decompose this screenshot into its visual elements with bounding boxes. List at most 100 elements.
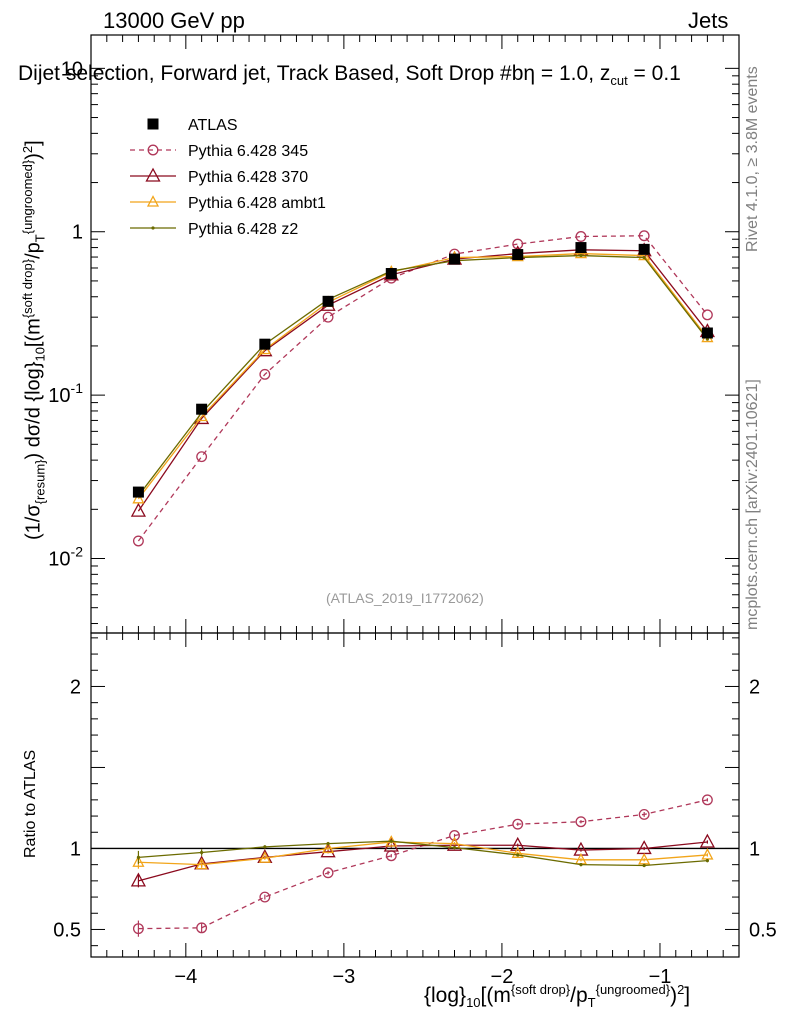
legend-marker-atlas bbox=[147, 118, 159, 130]
legend-label: Pythia 6.428 ambt1 bbox=[188, 195, 326, 212]
ratio-point-ambt1 bbox=[195, 857, 208, 870]
point-p345 bbox=[259, 368, 271, 380]
ratio-point-p345 bbox=[575, 816, 587, 828]
x-tick-label: −4 bbox=[174, 966, 197, 988]
y-tick-label: 10-1 bbox=[48, 380, 83, 407]
plot-title-tail: = 0.1 bbox=[627, 62, 681, 85]
atlas-point bbox=[259, 338, 271, 350]
ratio-point-z2 bbox=[136, 855, 141, 859]
ratio-point-z2 bbox=[263, 845, 267, 849]
ratio-point-p345 bbox=[322, 867, 334, 879]
ratio-line-z2 bbox=[138, 840, 708, 867]
ratio-line-p370 bbox=[138, 841, 708, 882]
ratio-line-ambt1 bbox=[138, 841, 708, 866]
ratio-panel: −4 −3 −2 −1 0.5 0.5 1 1 2 2 bbox=[53, 632, 777, 988]
plot-title-main: Dijet selection, Forward jet, Track Base… bbox=[18, 62, 524, 85]
x-tick-label: −1 bbox=[649, 966, 672, 988]
series-line-p345 bbox=[137, 235, 708, 542]
ratio-point-p345 bbox=[701, 794, 713, 806]
ratio-point-ambt1 bbox=[511, 846, 524, 858]
point-z2 bbox=[642, 255, 646, 260]
ratio-point-ambt1 bbox=[701, 848, 714, 860]
ratio-point-z2 bbox=[579, 863, 583, 867]
plot-title: Dijet selection, Forward jet, Track Base… bbox=[18, 62, 681, 88]
point-p345 bbox=[132, 535, 144, 547]
legend: ATLAS Pythia 6.428 345 Pythia 6.428 370 Pyt… bbox=[130, 117, 326, 238]
ratio-point-p370 bbox=[320, 843, 336, 858]
ratio-y-tick-label-right: 0.5 bbox=[749, 919, 777, 941]
y-tick-label: 10 bbox=[61, 58, 83, 80]
ratio-y-tick-label-right: 2 bbox=[749, 676, 760, 698]
ratio-point-p345 bbox=[449, 830, 460, 841]
series-line-z2 bbox=[137, 254, 708, 497]
y-tick-label: 1 bbox=[72, 222, 83, 244]
ratio-point-z2 bbox=[326, 842, 330, 846]
ratio-line-p345 bbox=[138, 799, 708, 930]
point-p345 bbox=[196, 451, 208, 463]
series-line-p370 bbox=[137, 249, 708, 512]
ratio-point-p370 bbox=[699, 833, 715, 848]
point-p345 bbox=[575, 231, 587, 242]
point-p345 bbox=[701, 309, 713, 321]
ratio-point-z2 bbox=[642, 863, 646, 868]
ratio-y-tick-label: 0.5 bbox=[53, 919, 81, 941]
x-tick-label: −3 bbox=[332, 966, 355, 988]
process-label: Jets bbox=[688, 8, 729, 33]
ratio-point-p345 bbox=[196, 922, 208, 934]
ratio-point-p345 bbox=[512, 818, 524, 830]
atlas-point bbox=[449, 253, 461, 265]
point-ambt1 bbox=[132, 491, 145, 504]
mcplots-label: mcplots.cern.ch [arXiv:2401.10621] bbox=[744, 379, 761, 630]
legend-marker-ambt1 bbox=[146, 195, 160, 207]
y-axis-label: (1/σ{resum}) dσ/d {log}10[(m{soft drop}/… bbox=[20, 140, 48, 540]
atlas-point bbox=[575, 242, 587, 254]
atlas-point bbox=[512, 249, 524, 261]
ratio-y-tick-label-right: 1 bbox=[749, 838, 760, 860]
legend-label: ATLAS bbox=[188, 117, 238, 134]
x-axis-label: {log}10[(m{soft drop}/pT{ungroomed})2] bbox=[424, 982, 691, 1011]
ratio-point-ambt1 bbox=[638, 852, 651, 865]
legend-label: Pythia 6.428 345 bbox=[188, 143, 308, 160]
atlas-point bbox=[638, 243, 650, 255]
main-panel: 10-2 10-1 1 10 bbox=[48, 34, 740, 634]
ratio-y-axis-label: Ratio to ATLAS bbox=[22, 749, 39, 858]
plot-title-eta: η = 1.0, z bbox=[523, 62, 611, 85]
ratio-point-p370 bbox=[130, 872, 147, 887]
ratio-point-z2 bbox=[452, 846, 457, 850]
point-p370 bbox=[130, 502, 147, 517]
atlas-point bbox=[701, 327, 713, 339]
ratio-point-z2 bbox=[516, 853, 520, 857]
legend-marker-z2 bbox=[151, 226, 155, 230]
ratio-point-p370 bbox=[383, 837, 399, 852]
legend-marker-p345 bbox=[147, 144, 159, 156]
legend-label: Pythia 6.428 z2 bbox=[188, 221, 298, 238]
ratio-y-tick-label: 1 bbox=[70, 838, 81, 860]
atlas-point bbox=[132, 486, 144, 498]
legend-label: Pythia 6.428 370 bbox=[188, 169, 308, 186]
ratio-point-z2 bbox=[705, 859, 709, 863]
collision-label: 13000 GeV pp bbox=[103, 8, 245, 33]
ratio-frame bbox=[90, 632, 740, 958]
atlas-point bbox=[196, 403, 208, 415]
ratio-point-p345 bbox=[259, 891, 271, 903]
ratio-point-z2 bbox=[200, 850, 204, 855]
ratio-point-ambt1 bbox=[132, 855, 145, 867]
point-p345 bbox=[512, 238, 524, 250]
point-p345 bbox=[322, 311, 334, 323]
ratio-point-p345 bbox=[132, 923, 144, 935]
atlas-point bbox=[385, 268, 397, 280]
point-p345 bbox=[638, 230, 650, 242]
ratio-point-ambt1 bbox=[258, 851, 271, 863]
legend-marker-p370 bbox=[145, 167, 161, 182]
ratio-point-z2 bbox=[389, 839, 393, 843]
series-line-ambt1 bbox=[137, 252, 708, 500]
analysis-watermark: (ATLAS_2019_I1772062) bbox=[326, 590, 484, 606]
atlas-point bbox=[322, 295, 334, 307]
y-tick-label: 10-2 bbox=[48, 544, 83, 571]
point-z2 bbox=[579, 253, 583, 258]
plot-title-cut: cut bbox=[610, 73, 628, 89]
ratio-point-p345 bbox=[638, 808, 650, 820]
ratio-y-tick-label: 2 bbox=[70, 676, 81, 698]
ratio-point-ambt1 bbox=[321, 841, 335, 854]
